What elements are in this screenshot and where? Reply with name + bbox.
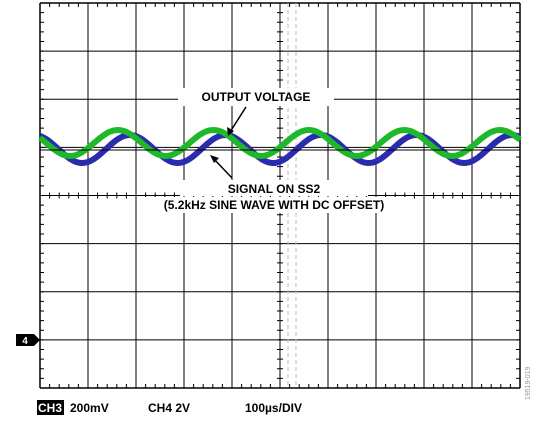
- arrow: [210, 106, 247, 179]
- ground-marker: 4: [16, 334, 40, 347]
- signal-label: SIGNAL ON SS2: [228, 182, 321, 196]
- timebase: 100µs/DIV: [245, 401, 302, 415]
- marker-label: 4: [22, 336, 28, 347]
- output-label: OUTPUT VOLTAGE: [202, 90, 311, 104]
- figure-id: 19519-019: [525, 366, 532, 400]
- label-bg: [138, 197, 412, 213]
- ch4-scale: CH4 2V: [148, 401, 190, 415]
- channel-badge: [37, 400, 64, 415]
- ch3-scale: 200mV: [70, 401, 109, 415]
- label-bg: [180, 180, 368, 196]
- ch4-waveform: [38, 126, 522, 160]
- signal-label: (5.2kHz SINE WAVE WITH DC OFFSET): [164, 198, 384, 212]
- label-bg: [178, 88, 334, 106]
- channel-label: CH3: [38, 401, 62, 415]
